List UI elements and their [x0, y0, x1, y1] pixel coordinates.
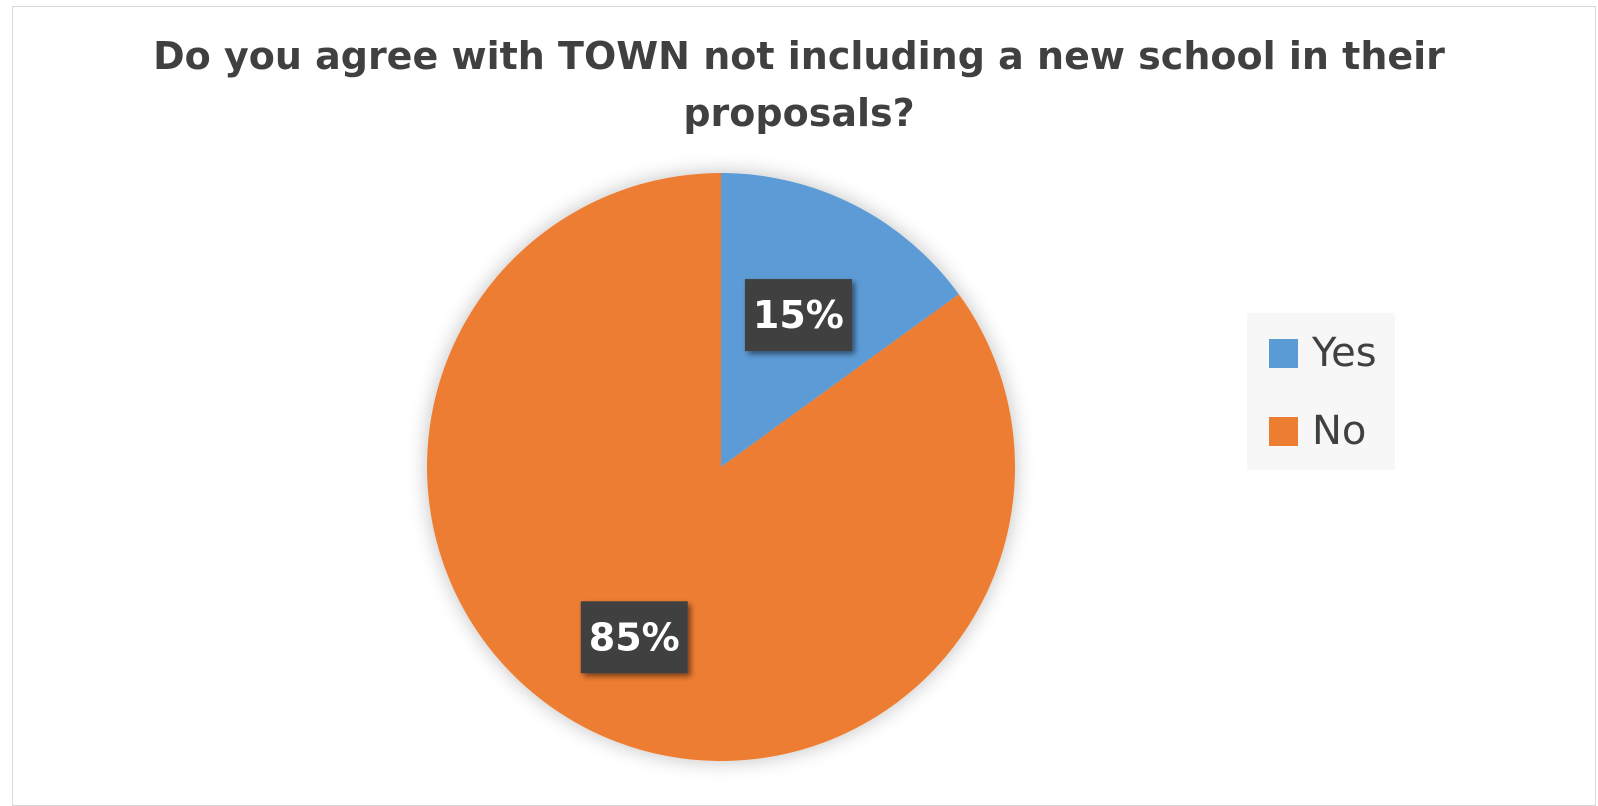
chart-title-line-1: Do you agree with TOWN not including a n… [153, 34, 1445, 78]
legend-label-yes: Yes [1312, 330, 1377, 376]
data-label-box-no [580, 601, 688, 674]
legend-item-no: No [1269, 408, 1367, 454]
chart-legend: Yes No [1247, 313, 1395, 470]
chart-title-line-2: proposals? [683, 91, 915, 135]
legend-swatch-no [1269, 416, 1298, 446]
data-label-text-yes: 15% [753, 293, 844, 337]
chart-title: Do you agree with TOWN not including a n… [0, 28, 1598, 142]
legend-item-yes: Yes [1269, 330, 1377, 376]
pie-slice-no [426, 173, 1016, 761]
data-label-no: 85% [580, 601, 688, 674]
legend-swatch-yes [1269, 338, 1298, 368]
data-label-text-no: 85% [589, 615, 680, 659]
legend-label-no: No [1312, 408, 1367, 454]
data-label-box-yes [744, 279, 852, 352]
data-label-yes: 15% [744, 279, 852, 352]
